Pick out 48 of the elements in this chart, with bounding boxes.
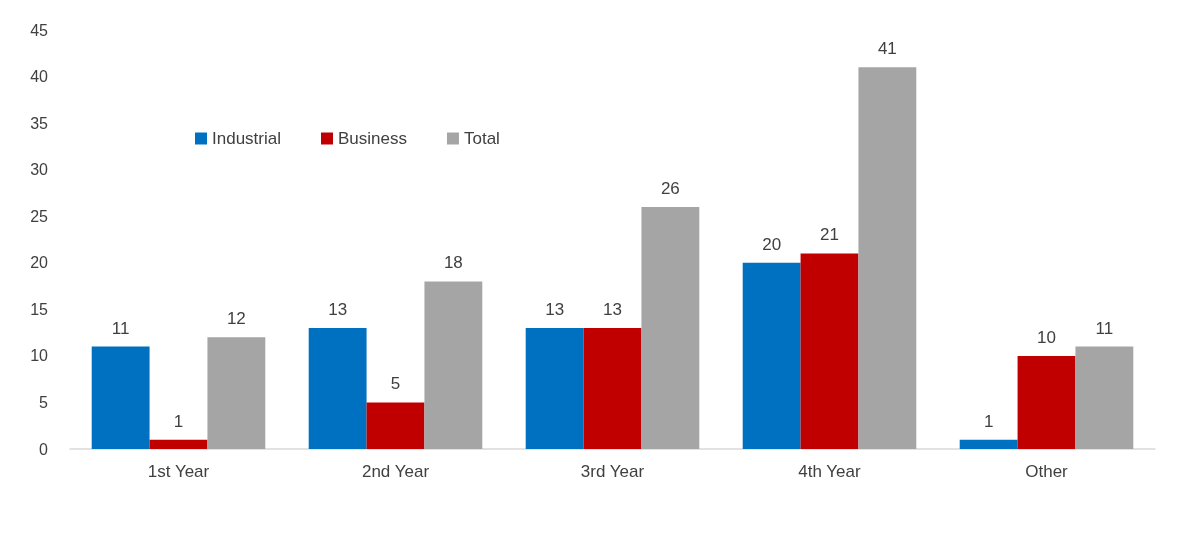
data-label: 13 bbox=[545, 299, 565, 319]
bar bbox=[742, 262, 801, 449]
data-label: 13 bbox=[328, 299, 348, 319]
y-tick-label: 35 bbox=[30, 114, 49, 132]
data-label: 12 bbox=[226, 309, 246, 329]
bar bbox=[424, 281, 483, 449]
bar bbox=[366, 402, 425, 449]
bar bbox=[959, 439, 1018, 449]
data-label: 11 bbox=[1095, 318, 1114, 338]
bar bbox=[1017, 355, 1076, 449]
data-label: 26 bbox=[660, 178, 680, 198]
data-label: 13 bbox=[603, 299, 622, 319]
data-label: 1 bbox=[983, 411, 994, 431]
bar bbox=[800, 253, 859, 449]
bar bbox=[525, 327, 584, 449]
x-tick-label: Other bbox=[1025, 462, 1069, 481]
y-tick-label: 25 bbox=[30, 207, 49, 225]
bar bbox=[149, 439, 208, 449]
y-tick-label: 15 bbox=[30, 300, 49, 318]
bar bbox=[308, 327, 367, 449]
x-tick-label: 1st Year bbox=[147, 462, 210, 481]
x-tick-label: 2nd Year bbox=[361, 462, 430, 481]
data-label: 1 bbox=[173, 411, 184, 431]
data-label: 20 bbox=[762, 234, 782, 254]
legend-label: Business bbox=[337, 129, 407, 148]
legend-label: Industrial bbox=[212, 129, 281, 148]
data-label: 18 bbox=[443, 253, 463, 273]
legend-label: Total bbox=[463, 129, 500, 148]
bar bbox=[641, 206, 700, 449]
x-tick-label: 3rd Year bbox=[580, 462, 645, 481]
bar bbox=[858, 67, 917, 449]
data-label: 5 bbox=[390, 374, 401, 394]
y-tick-label: 0 bbox=[39, 440, 49, 458]
bar bbox=[1075, 346, 1134, 449]
data-label: 41 bbox=[877, 39, 897, 59]
data-label: 11 bbox=[111, 318, 130, 338]
bar bbox=[207, 337, 266, 449]
bar bbox=[91, 346, 150, 449]
y-tick-label: 20 bbox=[30, 254, 49, 272]
y-tick-label: 30 bbox=[30, 161, 49, 179]
data-label: 21 bbox=[820, 225, 839, 245]
bar bbox=[583, 327, 642, 449]
y-tick-label: 5 bbox=[39, 393, 49, 411]
y-tick-label: 45 bbox=[30, 21, 49, 39]
y-tick-label: 10 bbox=[30, 347, 49, 365]
y-tick-label: 40 bbox=[30, 68, 49, 86]
x-tick-label: 4th Year bbox=[798, 462, 862, 481]
data-label: 10 bbox=[1037, 327, 1056, 347]
